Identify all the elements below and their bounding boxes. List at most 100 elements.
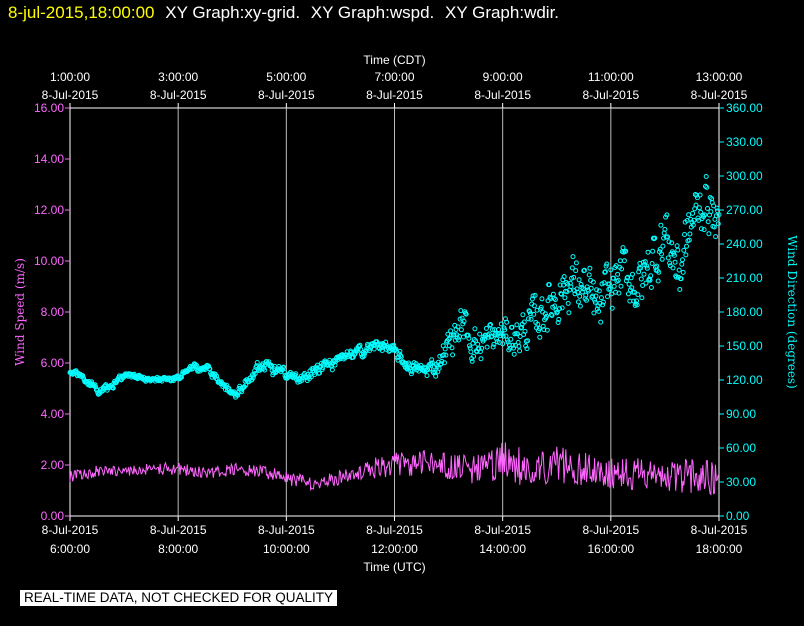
wind-direction-point — [557, 282, 563, 288]
wind-direction-point — [308, 374, 314, 380]
x-top-tick-date: 8-Jul-2015 — [582, 88, 639, 102]
wind-direction-point — [504, 319, 510, 325]
y-right-tick-label: 60.00 — [726, 441, 756, 455]
x-top-tick-date: 8-Jul-2015 — [691, 88, 748, 102]
wind-direction-point — [544, 313, 550, 319]
y-right-tick-label: 300.00 — [726, 169, 763, 183]
wind-direction-point — [582, 267, 587, 273]
wind-direction-point — [619, 266, 625, 272]
wind-direction-point — [100, 388, 105, 394]
wind-direction-point — [664, 212, 670, 218]
wind-direction-point — [602, 269, 608, 275]
wind-direction-point — [550, 291, 556, 297]
x-bottom-axis-label: Time (UTC) — [363, 560, 425, 574]
wind-direction-point — [645, 249, 651, 255]
wind-direction-point — [588, 285, 594, 291]
wind-direction-point — [684, 243, 689, 249]
wind-direction-point — [659, 251, 664, 257]
wind-direction-point — [602, 269, 608, 275]
wind-direction-point — [644, 263, 650, 269]
wind-direction-point — [80, 373, 86, 379]
wind-direction-point — [635, 292, 641, 298]
wind-direction-point — [471, 353, 477, 359]
wind-direction-point — [639, 295, 645, 301]
wind-direction-point — [575, 299, 581, 305]
y-right-tick-label: 120.00 — [726, 373, 763, 387]
wind-direction-point — [409, 368, 415, 374]
wind-direction-point — [686, 212, 692, 218]
wind-direction-point — [252, 371, 258, 376]
wind-direction-point — [546, 282, 552, 288]
wind-direction-point — [657, 246, 663, 252]
wind-direction-point — [531, 303, 537, 309]
y-left-tick-label: 0.00 — [41, 509, 65, 523]
quality-notice: REAL-TIME DATA, NOT CHECKED FOR QUALITY — [20, 590, 338, 606]
wind-direction-point — [625, 291, 631, 297]
wind-direction-point — [535, 321, 541, 327]
x-top-tick-time: 11:00:00 — [588, 70, 634, 84]
wind-direction-point — [441, 352, 447, 358]
wind-direction-point — [596, 288, 602, 294]
wind-direction-point — [515, 331, 520, 337]
wind-direction-point — [408, 371, 414, 377]
x-bottom-tick-date: 8-Jul-2015 — [42, 523, 99, 537]
y-right-tick-label: 0.00 — [726, 509, 750, 523]
wind-direction-point — [317, 370, 322, 376]
wind-direction-point — [557, 306, 562, 312]
wind-direction-point — [110, 385, 116, 391]
wind-direction-point — [691, 217, 697, 223]
wind-direction-point — [395, 357, 401, 363]
wind-direction-point — [587, 265, 593, 271]
wind-direction-point — [449, 345, 455, 351]
wind-direction-point — [711, 224, 717, 230]
wind-direction-point — [394, 348, 399, 354]
wind-direction-point — [556, 316, 562, 322]
y-right-tick-label: 30.00 — [726, 475, 756, 489]
wind-direction-point — [611, 283, 617, 289]
wind-direction-point — [93, 384, 99, 390]
wind-direction-point — [716, 212, 722, 218]
wind-direction-point — [708, 209, 714, 215]
wind-direction-point — [552, 303, 558, 309]
wind-direction-point — [490, 344, 496, 350]
wind-direction-point — [536, 326, 542, 331]
x-top-tick-time: 9:00:00 — [483, 70, 523, 84]
x-top-tick-time: 1:00:00 — [50, 70, 90, 84]
wind-direction-point — [660, 243, 666, 249]
y-right-tick-label: 150.00 — [726, 339, 763, 353]
wind-direction-point — [650, 248, 656, 254]
wind-direction-point — [552, 297, 558, 302]
wind-direction-point — [239, 389, 245, 395]
wind-direction-point — [680, 257, 685, 263]
wind-direction-point — [355, 346, 361, 352]
wind-direction-point — [662, 226, 668, 232]
wind-direction-point — [467, 343, 472, 349]
wind-direction-point — [559, 291, 564, 297]
y-right-tick-label: 210.00 — [726, 271, 763, 285]
y-right-tick-label: 240.00 — [726, 237, 763, 251]
wind-direction-point — [627, 298, 633, 304]
wind-direction-point — [648, 273, 654, 279]
wind-direction-point — [544, 327, 550, 333]
wind-direction-point — [141, 374, 147, 380]
x-bottom-tick-date: 8-Jul-2015 — [582, 523, 639, 537]
wind-direction-point — [329, 367, 335, 373]
wind-direction-point — [638, 276, 644, 282]
wind-direction-point — [362, 350, 368, 356]
y-left-tick-label: 14.00 — [34, 152, 64, 166]
wind-direction-point — [598, 295, 604, 301]
wind-direction-point — [168, 378, 174, 384]
wind-direction-point — [705, 219, 711, 225]
wind-direction-point — [487, 322, 493, 328]
wind-direction-point — [682, 232, 687, 237]
wind-direction-point — [565, 300, 571, 306]
wind-direction-point — [673, 274, 679, 280]
wind-direction-point — [598, 319, 604, 325]
y-left-tick-label: 16.00 — [34, 101, 64, 115]
wind-direction-point — [573, 268, 579, 274]
wind-direction-point — [391, 342, 397, 348]
wind-direction-point — [669, 240, 675, 246]
wind-direction-point — [592, 299, 598, 305]
wind-direction-point — [605, 294, 610, 300]
wind-direction-point — [652, 235, 658, 241]
